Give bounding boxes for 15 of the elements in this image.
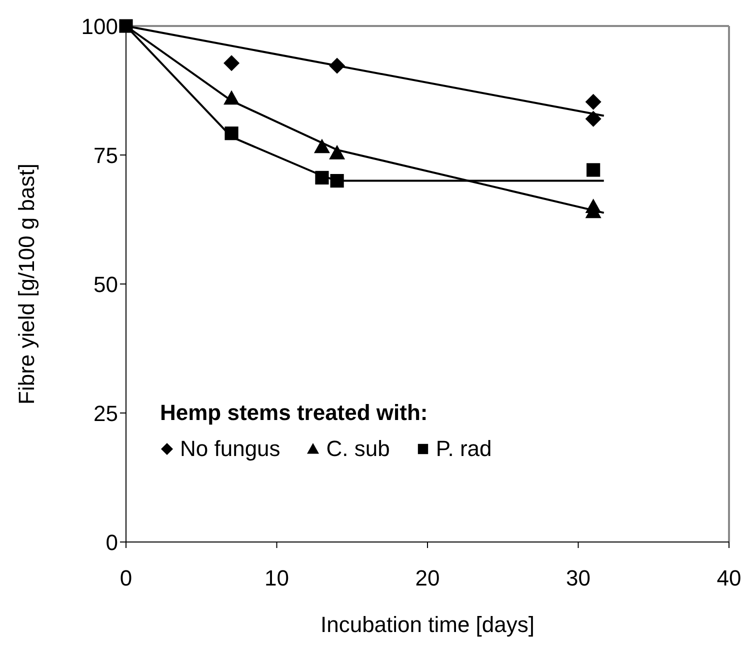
y-axis-title: Fibre yield [g/100 g bast]	[14, 164, 39, 404]
y-tick-label: 75	[94, 142, 118, 168]
x-tick-label: 20	[415, 566, 440, 591]
y-tick-label: 100	[81, 14, 118, 39]
x-tick-label: 30	[566, 566, 590, 591]
y-tick-label: 25	[94, 400, 118, 426]
legend-label: C. sub	[326, 436, 390, 462]
legend-label: P. rad	[436, 436, 492, 462]
legend-title: Hemp stems treated with:	[160, 400, 429, 426]
x-axis-title: Incubation time [days]	[320, 612, 535, 637]
y-tick-label: 50	[94, 272, 118, 297]
x-tick-label: 40	[716, 566, 742, 591]
y-tick-label: 0	[106, 530, 118, 555]
legend-label: No fungus	[180, 436, 280, 462]
x-tick-label: 10	[264, 566, 289, 591]
